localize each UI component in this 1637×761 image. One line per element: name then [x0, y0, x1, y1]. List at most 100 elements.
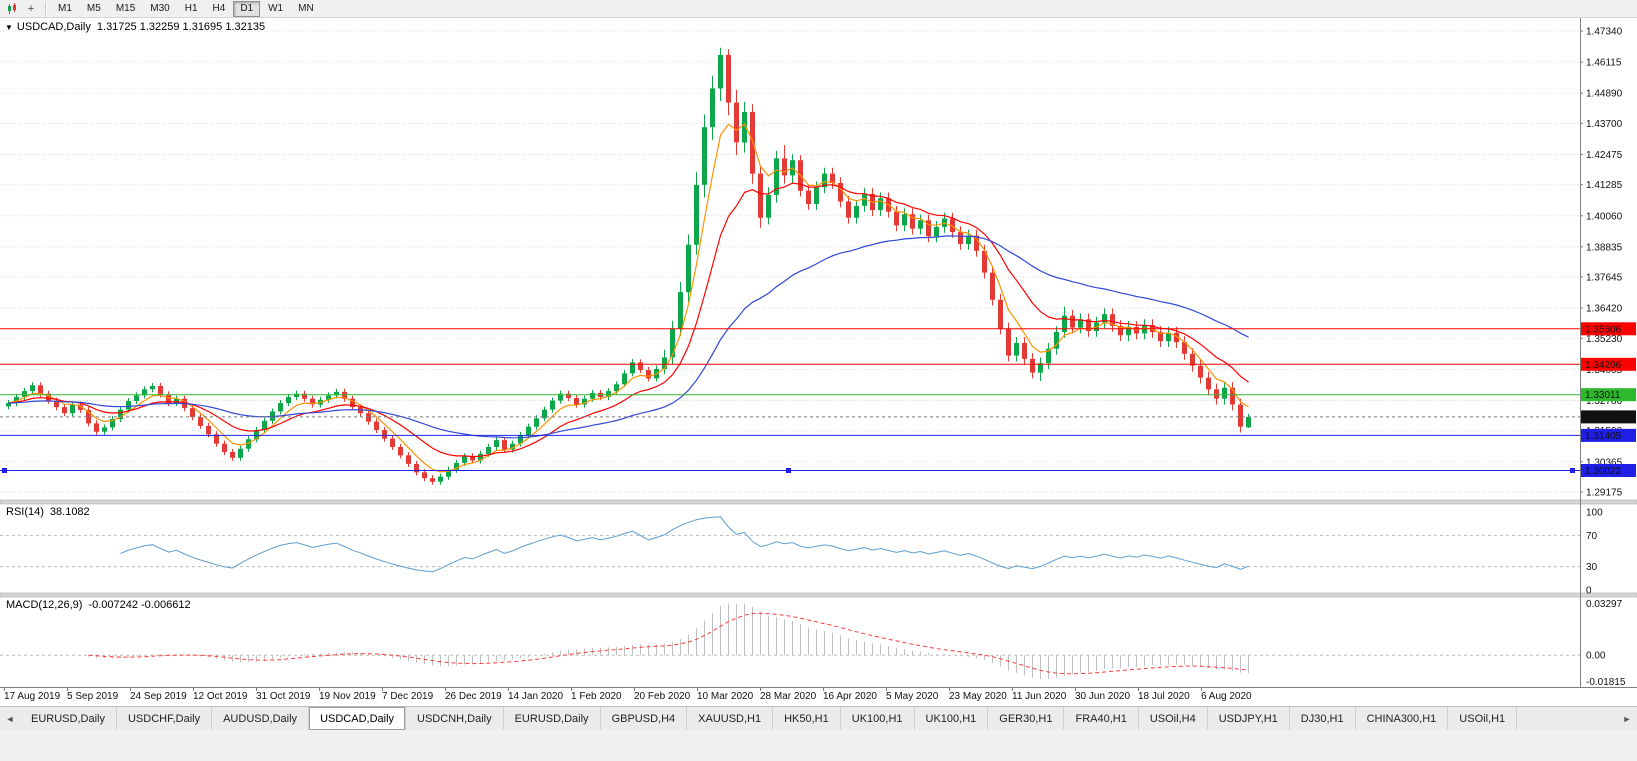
timeframe-button-m1[interactable]: M1	[58, 2, 72, 14]
hline-handle[interactable]	[786, 468, 791, 473]
svg-text:11 Jun 2020: 11 Jun 2020	[1012, 691, 1067, 702]
chart-tab-eurusd-daily[interactable]: EURUSD,Daily	[20, 707, 117, 730]
candlestick-chart-glyph	[8, 2, 16, 14]
svg-text:0.03297: 0.03297	[1586, 599, 1623, 610]
moving-average-ma-slow	[8, 235, 1249, 439]
tabs-scroll-left-icon[interactable]: ◄	[5, 713, 15, 724]
chart-tab-dj30-h1[interactable]: DJ30,H1	[1290, 707, 1356, 730]
quote-ohlc-text: 1.31725 1.32259 1.31695 1.32135	[96, 21, 266, 33]
svg-text:23 May 2020: 23 May 2020	[949, 691, 1007, 702]
timeframe-button-h4[interactable]: H4	[212, 2, 226, 14]
svg-text:20 Feb 2020: 20 Feb 2020	[634, 691, 691, 702]
svg-text:100: 100	[1586, 508, 1603, 519]
svg-text:31 Oct 2019: 31 Oct 2019	[256, 691, 311, 702]
chart-tab-china300-h1[interactable]: CHINA300,H1	[1356, 707, 1449, 730]
price-badge	[1581, 388, 1636, 402]
svg-text:1.35230: 1.35230	[1586, 334, 1623, 345]
svg-text:1.42475: 1.42475	[1586, 150, 1623, 161]
macd-signal-line	[88, 612, 1249, 675]
price-badge	[1581, 428, 1636, 442]
svg-text:5 Sep 2019: 5 Sep 2019	[67, 691, 119, 702]
panel-separators[interactable]	[0, 499, 1637, 598]
svg-text:1.46115: 1.46115	[1586, 58, 1622, 69]
svg-text:28 Mar 2020: 28 Mar 2020	[760, 691, 817, 702]
chart-menu-icon[interactable]: ▼	[5, 23, 13, 32]
svg-text:19 Nov 2019: 19 Nov 2019	[319, 691, 376, 702]
svg-text:1 Feb 2020: 1 Feb 2020	[571, 691, 622, 702]
svg-text:30: 30	[1586, 562, 1598, 573]
svg-text:1.36420: 1.36420	[1586, 304, 1623, 315]
price-badge	[1581, 410, 1636, 424]
timeframe-button-w1[interactable]: W1	[268, 2, 284, 14]
panel-separator[interactable]	[0, 499, 1637, 505]
timeframe-toolbar: + M1 M5 M15 M30 H1 H4 D1 W1 MN	[0, 0, 1637, 18]
svg-text:1.33011: 1.33011	[1585, 390, 1621, 401]
svg-text:18 Jul 2020: 18 Jul 2020	[1138, 691, 1190, 702]
svg-text:1.32780: 1.32780	[1586, 396, 1623, 407]
time-axis[interactable]: 17 Aug 2019 5 Sep 2019 24 Sep 2019 12 Oct 2…	[4, 688, 1252, 702]
chart-tab-usdjpy-h1[interactable]: USDJPY,H1	[1208, 707, 1290, 730]
price-badge	[1581, 464, 1636, 477]
chart-tab-fra40-h1[interactable]: FRA40,H1	[1064, 707, 1139, 730]
candlestick-chart-icon[interactable]	[3, 1, 21, 16]
price-badge	[1581, 357, 1636, 371]
timeframe-button-mn[interactable]: MN	[298, 2, 314, 14]
chart-tab-usoil-h4[interactable]: USOil,H4	[1139, 707, 1208, 730]
chart-tab-audusd-daily[interactable]: AUDUSD,Daily	[212, 707, 310, 730]
toolbar-separator	[45, 2, 47, 15]
svg-text:0: 0	[1586, 586, 1592, 597]
chart-tab-gbpusd-h4[interactable]: GBPUSD,H4	[601, 707, 688, 730]
chart-tab-eurusd-daily[interactable]: EURUSD,Daily	[504, 707, 601, 730]
chart-tab-ger30-h1[interactable]: GER30,H1	[988, 707, 1065, 730]
svg-text:10 Mar 2020: 10 Mar 2020	[697, 691, 754, 702]
svg-text:1.47340: 1.47340	[1586, 27, 1623, 38]
svg-text:1.37645: 1.37645	[1586, 273, 1623, 284]
chart-tab-usdcad-daily[interactable]: USDCAD,Daily	[309, 707, 407, 730]
hline-handle[interactable]	[2, 468, 7, 473]
crosshair-icon[interactable]: +	[27, 2, 35, 15]
chart-tab-uk100-h1[interactable]: UK100,H1	[841, 707, 915, 730]
svg-text:1.30365: 1.30365	[1586, 457, 1623, 468]
status-strip	[0, 730, 1637, 761]
chart-tab-usoil-h1[interactable]: USOil,H1	[1448, 707, 1518, 730]
svg-text:14 Jan 2020: 14 Jan 2020	[508, 691, 563, 702]
timeframe-button-h1[interactable]: H1	[184, 2, 198, 14]
chart-tab-hk50-h1[interactable]: HK50,H1	[773, 707, 841, 730]
svg-text:70: 70	[1586, 531, 1598, 542]
rsi-indicator-label: RSI(14) 38.1082	[6, 506, 90, 518]
svg-text:16 Apr 2020: 16 Apr 2020	[823, 691, 877, 702]
svg-text:1.34206: 1.34206	[1585, 360, 1622, 371]
tabs-scroll-right-icon[interactable]: ►	[1622, 713, 1632, 724]
timeframe-buttons: M1 M5 M15 M30 H1 H4 D1 W1 MN	[51, 0, 322, 17]
svg-text:30 Jun 2020: 30 Jun 2020	[1075, 691, 1130, 702]
macd-name: MACD(12,26,9)	[6, 599, 83, 611]
svg-text:0.00: 0.00	[1586, 651, 1606, 662]
moving-averages-layer	[8, 123, 1249, 473]
macd-values: -0.007242 -0.006612	[88, 599, 191, 611]
svg-text:7 Dec 2019: 7 Dec 2019	[382, 691, 434, 702]
rsi-panel	[0, 516, 1580, 573]
chart-tab-usdcnh-daily[interactable]: USDCNH,Daily	[406, 707, 504, 730]
chart-symbol-label: ▼ USDCAD,Daily 1.31725 1.32259 1.31695 1.3…	[5, 21, 265, 33]
timeframe-button-m15[interactable]: M15	[115, 2, 136, 14]
svg-text:-0.01815: -0.01815	[1586, 677, 1626, 688]
chart-tab-xauusd-h1[interactable]: XAUUSD,H1	[687, 707, 774, 730]
svg-text:1.40060: 1.40060	[1586, 211, 1623, 222]
svg-text:1.30022: 1.30022	[1585, 466, 1622, 477]
timeframe-button-m5[interactable]: M5	[86, 2, 101, 14]
svg-text:1.38835: 1.38835	[1586, 242, 1623, 253]
chart-tab-usdchf-daily[interactable]: USDCHF,Daily	[117, 707, 213, 730]
hline-handle[interactable]	[1570, 468, 1575, 473]
moving-average-ma-mid	[8, 182, 1249, 458]
moving-average-ma-fast	[8, 123, 1249, 473]
timeframe-button-m30[interactable]: M30	[150, 2, 170, 14]
rsi-name: RSI(14)	[6, 506, 44, 518]
panel-separator[interactable]	[0, 592, 1637, 598]
chart-tab-uk100-h1[interactable]: UK100,H1	[915, 707, 989, 730]
chart-background	[0, 17, 1637, 706]
timeframe-button-d1[interactable]: D1	[233, 0, 261, 17]
svg-text:12 Oct 2019: 12 Oct 2019	[193, 691, 248, 702]
rsi-line	[120, 516, 1249, 573]
rsi-value: 38.1082	[49, 506, 90, 518]
